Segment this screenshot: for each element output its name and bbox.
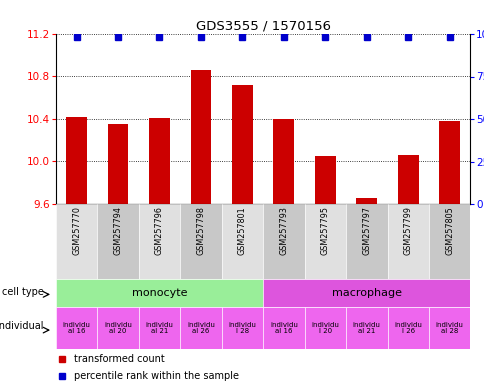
Text: monocyte: monocyte [132, 288, 187, 298]
Bar [221, 204, 262, 279]
Text: GSM257798: GSM257798 [196, 206, 205, 255]
Text: GSM257799: GSM257799 [403, 206, 412, 255]
Text: GSM257770: GSM257770 [72, 206, 81, 255]
Text: individu
al 21: individu al 21 [352, 322, 380, 334]
Bar [138, 204, 180, 279]
Bar [262, 204, 304, 279]
Bar [387, 204, 428, 279]
Bar [387, 307, 428, 349]
Bar [314, 156, 335, 204]
Bar [262, 279, 469, 307]
Text: GSM257793: GSM257793 [279, 206, 288, 255]
Bar [346, 307, 387, 349]
Text: GSM257795: GSM257795 [320, 206, 329, 255]
Bar [221, 307, 262, 349]
Text: GSM257794: GSM257794 [113, 206, 122, 255]
Text: individu
al 20: individu al 20 [104, 322, 132, 334]
Title: GDS3555 / 1570156: GDS3555 / 1570156 [195, 20, 330, 33]
Bar [262, 307, 304, 349]
Text: cell type: cell type [1, 286, 44, 296]
Bar [97, 204, 138, 279]
Bar [56, 307, 97, 349]
Text: individu
al 28: individu al 28 [435, 322, 463, 334]
Text: macrophage: macrophage [331, 288, 401, 298]
Bar [397, 155, 418, 204]
Text: individu
al 16: individu al 16 [62, 322, 90, 334]
Bar [231, 85, 252, 204]
Bar [180, 204, 221, 279]
Text: GSM257805: GSM257805 [444, 206, 454, 255]
Bar [428, 204, 469, 279]
Text: individu
l 20: individu l 20 [311, 322, 338, 334]
Text: individual: individual [0, 321, 44, 331]
Bar [346, 204, 387, 279]
Bar [107, 124, 128, 204]
Bar [66, 117, 87, 204]
Text: transformed count: transformed count [74, 354, 165, 364]
Bar [56, 204, 97, 279]
Bar [97, 307, 138, 349]
Bar [180, 307, 221, 349]
Bar [439, 121, 459, 204]
Text: individu
l 26: individu l 26 [393, 322, 421, 334]
Text: GSM257796: GSM257796 [154, 206, 164, 255]
Text: GSM257801: GSM257801 [237, 206, 246, 255]
Bar [56, 279, 262, 307]
Text: GSM257797: GSM257797 [362, 206, 371, 255]
Bar [304, 204, 346, 279]
Text: individu
al 21: individu al 21 [145, 322, 173, 334]
Text: percentile rank within the sample: percentile rank within the sample [74, 371, 239, 381]
Text: individu
al 26: individu al 26 [187, 322, 214, 334]
Bar [273, 119, 294, 204]
Bar [304, 307, 346, 349]
Bar [190, 70, 211, 204]
Text: individu
al 16: individu al 16 [270, 322, 297, 334]
Text: individu
l 28: individu l 28 [228, 322, 256, 334]
Bar [138, 307, 180, 349]
Bar [356, 198, 377, 204]
Bar [428, 307, 469, 349]
Bar [149, 118, 169, 204]
